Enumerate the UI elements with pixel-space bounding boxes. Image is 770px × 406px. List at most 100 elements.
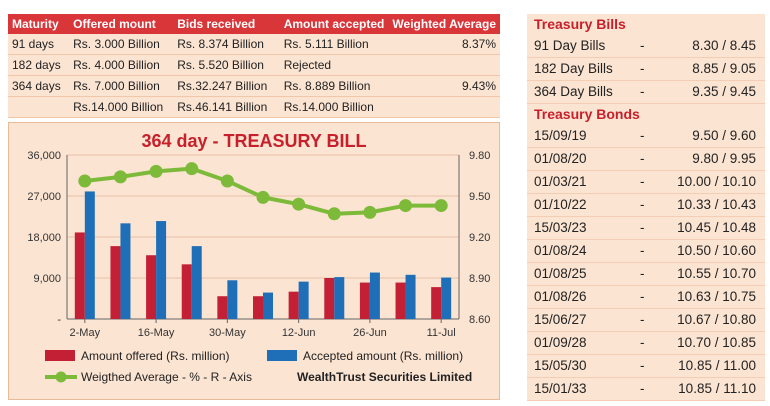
legend-swatch-offered: [45, 350, 75, 361]
table-total-row: Rs.14.000 Billion Rs.46.141 Billion Rs.1…: [8, 96, 500, 118]
bond-row: 01/03/21 - 10.00 / 10.10: [527, 171, 765, 194]
cell-offered: Rs. 3.000 Billion: [69, 34, 174, 55]
bond-row: 15/01/33 - 10.85 / 11.10: [527, 378, 765, 401]
bond-separator: -: [640, 312, 645, 327]
bond-value: 10.45 / 10.48: [677, 220, 756, 235]
cell-offered: Rs. 7.000 Billion: [69, 75, 174, 97]
bond-row: 01/08/20 - 9.80 / 9.95: [527, 148, 765, 171]
treasury-bills-title: Treasury Bills: [534, 16, 626, 32]
bond-name: 15/01/33: [534, 381, 587, 396]
x-tick-label: 26-Jun: [353, 327, 387, 339]
bill-value: 9.35 / 9.45: [692, 84, 756, 99]
bond-value: 10.55 / 10.70: [677, 266, 756, 281]
weighted-average-point: [256, 190, 270, 204]
bond-value: 10.70 / 10.85: [677, 335, 756, 350]
legend-swatch-accepted: [267, 350, 297, 361]
bar-amount-offered: [288, 291, 299, 319]
weighted-average-point: [113, 170, 127, 184]
bond-row: 01/09/28 - 10.70 / 10.85: [527, 332, 765, 355]
weighted-average-point: [78, 174, 92, 188]
table-row: 91 days Rs. 3.000 Billion Rs. 8.374 Bill…: [8, 34, 500, 55]
bond-separator: -: [640, 128, 645, 143]
cell-offered: Rs.14.000 Billion: [69, 96, 174, 118]
col-accepted: Amount accepted: [279, 14, 389, 34]
cell-maturity: [8, 96, 70, 118]
bond-value: 10.63 / 10.75: [677, 289, 756, 304]
cell-offered: Rs. 4.000 Billion: [69, 54, 174, 76]
y-left-tick-label: 9,000: [33, 273, 61, 285]
bar-amount-offered: [181, 264, 192, 319]
bill-separator: -: [640, 61, 645, 76]
bond-separator: -: [640, 335, 645, 350]
bond-name: 01/10/22: [534, 197, 587, 212]
bond-value: 10.00 / 10.10: [677, 174, 756, 189]
bar-accepted-amount: [405, 274, 416, 319]
bar-accepted-amount: [120, 223, 131, 319]
bar-accepted-amount: [263, 292, 273, 319]
cell-maturity: 182 days: [8, 54, 70, 76]
bar-amount-offered: [359, 282, 370, 319]
table-row: 364 days Rs. 7.000 Billion Rs.32.247 Bil…: [8, 75, 500, 97]
col-maturity: Maturity: [8, 14, 70, 34]
weighted-average-point: [149, 164, 163, 178]
secondary-market-rates-panel: Treasury Bills 91 Day Bills - 8.30 / 8.45 1…: [527, 14, 765, 401]
bar-amount-offered: [110, 246, 121, 319]
bond-row: 01/08/24 - 10.50 / 10.60: [527, 240, 765, 263]
bond-separator: -: [640, 243, 645, 258]
col-offered: Offered mount: [69, 14, 174, 34]
chart-title: 364 day - TREASURY BILL: [141, 131, 366, 151]
x-tick-label: 30-May: [209, 327, 246, 339]
legend-swatch-weighted-marker: [55, 371, 67, 383]
bond-name: 01/08/26: [534, 289, 587, 304]
bar-accepted-amount: [84, 191, 95, 319]
bond-name: 01/09/28: [534, 335, 587, 350]
bond-row: 15/03/23 - 10.45 / 10.48: [527, 217, 765, 240]
weighted-average-point: [292, 197, 306, 211]
y-right-tick-label: 8.90: [469, 273, 490, 285]
bond-value: 10.67 / 10.80: [677, 312, 756, 327]
legend-label-weighted: Weigthed Average - % - R - Axis: [81, 370, 252, 384]
weighted-average-point: [434, 199, 448, 213]
bond-name: 01/03/21: [534, 174, 587, 189]
cell-maturity: 91 days: [8, 34, 70, 55]
cell-maturity: 364 days: [8, 75, 70, 97]
bill-row: 364 Day Bills - 9.35 / 9.45: [527, 81, 765, 104]
bond-row: 15/09/19 - 9.50 / 9.60: [527, 125, 765, 148]
y-left-tick-label: 18,000: [27, 232, 61, 244]
treasury-bills-list: 91 Day Bills - 8.30 / 8.45 182 Day Bills - 8.…: [527, 35, 765, 104]
bond-separator: -: [640, 174, 645, 189]
col-weighted-avg: Weighted Average: [388, 14, 500, 34]
bill-value: 8.85 / 9.05: [692, 61, 756, 76]
bond-separator: -: [640, 197, 645, 212]
bar-amount-offered: [217, 296, 228, 319]
bond-value: 10.50 / 10.60: [677, 243, 756, 258]
cell-weighted-avg: 9.43%: [388, 75, 500, 97]
bill-value: 8.30 / 8.45: [692, 38, 756, 53]
chart-source: WealthTrust Securities Limited: [297, 370, 472, 384]
cell-accepted: Rs. 8.889 Billion: [279, 75, 389, 97]
bill-name: 182 Day Bills: [534, 61, 613, 76]
bar-amount-offered: [146, 255, 157, 319]
bond-name: 15/03/23: [534, 220, 587, 235]
cell-bids: Rs. 5.520 Billion: [173, 54, 280, 76]
cell-bids: Rs.46.141 Billion: [173, 96, 280, 118]
bar-amount-offered: [253, 296, 263, 319]
bar-amount-offered: [431, 287, 442, 319]
bar-accepted-amount: [441, 277, 452, 319]
bond-separator: -: [640, 220, 645, 235]
bond-value: 10.33 / 10.43: [677, 197, 756, 212]
y-right-tick-label: 9.20: [469, 232, 490, 244]
y-right-tick-label: 8.60: [469, 314, 490, 326]
bar-accepted-amount: [298, 281, 309, 319]
cell-weighted-avg: [388, 96, 500, 118]
bond-value: 10.85 / 11.00: [678, 358, 756, 373]
bar-accepted-amount: [227, 280, 238, 319]
bond-value: 9.50 / 9.60: [692, 128, 756, 143]
bond-row: 01/08/25 - 10.55 / 10.70: [527, 263, 765, 286]
weighted-average-point: [327, 207, 341, 221]
bond-row: 15/05/30 - 10.85 / 11.00: [527, 355, 765, 378]
bond-name: 15/05/30: [534, 358, 587, 373]
bill-row: 182 Day Bills - 8.85 / 9.05: [527, 58, 765, 81]
bond-value: 10.85 / 11.10: [678, 381, 756, 396]
table-row: 182 days Rs. 4.000 Billion Rs. 5.520 Bil…: [8, 54, 500, 76]
